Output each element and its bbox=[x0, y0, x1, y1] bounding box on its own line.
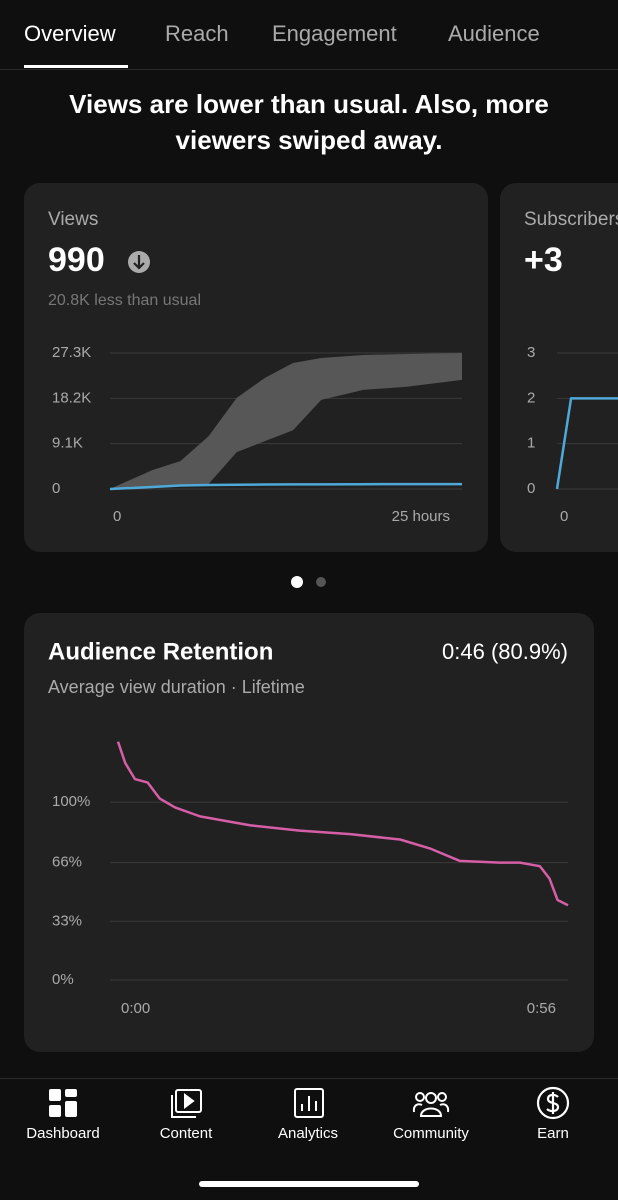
down-arrow bbox=[133, 255, 145, 270]
home-indicator bbox=[199, 1181, 419, 1187]
x-tick-label: 0:00 bbox=[121, 1000, 150, 1017]
headline: Views are lower than usual. Also, more v… bbox=[69, 89, 549, 155]
x-tick-label: 0 bbox=[113, 508, 121, 525]
card-value: +3 bbox=[524, 241, 563, 279]
community-icon bbox=[412, 1092, 450, 1117]
x-tick-label: 0:56 bbox=[527, 1000, 556, 1017]
earn-icon bbox=[536, 1086, 570, 1120]
page-dot-active[interactable] bbox=[291, 576, 303, 588]
views-card[interactable] bbox=[24, 183, 488, 552]
x-tick-label: 25 hours bbox=[392, 508, 450, 525]
data-line bbox=[109, 482, 463, 491]
card-label: Subscribers bbox=[524, 209, 618, 230]
y-tick-label: 0 bbox=[52, 480, 60, 497]
tab-bar: Overview Reach Engagement Audience bbox=[24, 21, 540, 46]
tab[interactable]: Audience bbox=[448, 21, 540, 46]
tab[interactable]: Engagement bbox=[272, 21, 397, 46]
tab-underline bbox=[24, 65, 128, 68]
y-tick-label: 27.3K bbox=[52, 344, 91, 361]
nav-item[interactable]: Content bbox=[160, 1125, 213, 1142]
card-label: Views bbox=[48, 209, 98, 230]
y-tick-label: 18.2K bbox=[52, 389, 91, 406]
typical-range bbox=[110, 353, 462, 489]
y-tick-label: 0 bbox=[527, 480, 535, 497]
y-tick-label: 1 bbox=[527, 435, 535, 452]
nav-labels: Dashboard Content Analytics Community Earn bbox=[26, 1125, 569, 1142]
retention-subtitle: Average view duration · Lifetime bbox=[48, 677, 305, 697]
card-note: 20.8K less than usual bbox=[48, 292, 201, 309]
nav-item[interactable]: Community bbox=[393, 1125, 469, 1142]
x-tick-label: 0 bbox=[560, 508, 568, 525]
page-dot[interactable] bbox=[316, 577, 326, 587]
data-line bbox=[116, 741, 569, 907]
tab[interactable]: Reach bbox=[165, 21, 229, 46]
retention-value: 0:46 (80.9%) bbox=[442, 639, 568, 664]
subscribers-card[interactable] bbox=[500, 183, 618, 552]
data-line bbox=[555, 397, 618, 490]
divider bbox=[0, 1078, 618, 1079]
y-tick-label: 2 bbox=[527, 389, 535, 406]
nav-item[interactable]: Analytics bbox=[278, 1125, 338, 1142]
retention-title: Audience Retention bbox=[48, 638, 273, 665]
y-tick-label: 33% bbox=[52, 912, 82, 929]
y-tick-label: 0% bbox=[52, 971, 74, 988]
y-tick-label: 66% bbox=[52, 854, 82, 871]
tab[interactable]: Overview bbox=[24, 21, 116, 46]
nav-item[interactable]: Earn bbox=[537, 1125, 569, 1142]
dashboard-icon bbox=[49, 1089, 77, 1117]
divider bbox=[0, 69, 618, 70]
nav-item[interactable]: Dashboard bbox=[26, 1125, 99, 1142]
content-icon bbox=[171, 1089, 202, 1118]
card-value: 990 bbox=[48, 241, 105, 279]
y-tick-label: 3 bbox=[527, 344, 535, 361]
analytics-icon bbox=[294, 1088, 324, 1118]
y-tick-label: 100% bbox=[52, 793, 90, 810]
y-tick-label: 9.1K bbox=[52, 435, 83, 452]
